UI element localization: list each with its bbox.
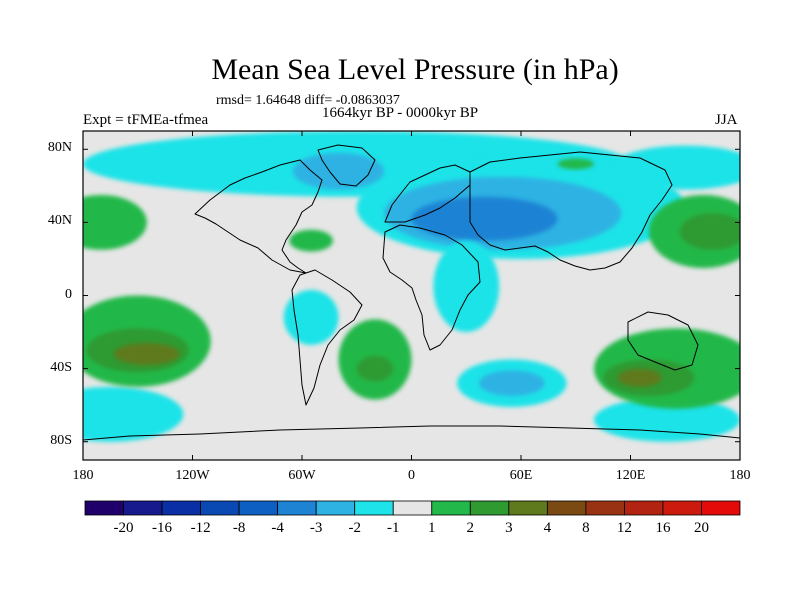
coastlines — [83, 144, 740, 441]
region-greenland-low — [292, 152, 385, 190]
x-tick-marks — [82, 131, 741, 460]
colorbar-label: 4 — [543, 520, 552, 536]
colorbar-label: -2 — [348, 520, 361, 536]
x-tick-label: 60E — [509, 468, 533, 483]
y-tick-label: 80N — [47, 140, 72, 156]
region-south-pacific-cyan-w — [83, 386, 184, 442]
y-tick-label: 40S — [50, 359, 72, 375]
y-tick-marks — [83, 148, 740, 443]
colorbar-label: 1 — [428, 520, 436, 536]
colorbar-label: 12 — [616, 520, 632, 536]
coast-south-america — [291, 269, 363, 406]
coast-greenland — [317, 144, 376, 187]
region-south-atlantic-olive — [356, 355, 394, 382]
colorbar-swatch — [585, 500, 625, 516]
x-tick-label: 180 — [72, 468, 94, 483]
colorbar — [84, 500, 741, 516]
colorbar-label: -1 — [386, 520, 400, 536]
region-north-pacific-olive-e — [679, 213, 740, 250]
colorbar-label: -3 — [309, 520, 323, 536]
coast-asia — [469, 151, 673, 271]
coast-africa — [382, 224, 481, 351]
colorbar-swatch — [161, 500, 201, 516]
map-field — [83, 131, 740, 460]
x-tick-label: 120E — [615, 468, 646, 483]
colorbar-swatch — [315, 500, 356, 516]
region-north-pacific-green-w — [83, 194, 147, 250]
region-south-pacific-brown-w — [114, 343, 180, 365]
y-tick-label: 40N — [47, 213, 72, 229]
colorbar-swatch — [84, 500, 124, 516]
x-tick-label: 0 — [408, 468, 415, 483]
colorbar-label: -20 — [113, 520, 134, 536]
colorbar-swatch — [354, 500, 394, 516]
region-south-america-cyan — [283, 290, 339, 345]
region-south-pacific-brown-e — [617, 368, 662, 387]
y-tick-label: 0 — [65, 286, 72, 302]
coast-north-america — [194, 159, 323, 274]
x-tick-label: 60W — [288, 468, 316, 483]
region-eurasia-low-core — [411, 196, 558, 241]
colorbar-swatch — [200, 500, 240, 516]
x-tick-label: 180 — [729, 468, 751, 483]
colorbar-label: 8 — [582, 520, 590, 536]
coast-antarctica — [83, 425, 740, 441]
colorbar-swatch — [546, 500, 587, 516]
season-label: JJA — [715, 112, 738, 128]
colorbar-swatch — [701, 500, 741, 516]
colorbar-swatch — [277, 500, 317, 516]
colorbar-swatch — [662, 500, 702, 516]
colorbar-label: 2 — [466, 520, 475, 536]
region-arctic-green-east — [557, 158, 594, 170]
period-label: 1664kyr BP - 0000kyr BP — [322, 105, 479, 121]
colorbar-swatch — [392, 500, 433, 516]
y-tick-label: 80S — [50, 432, 72, 448]
colorbar-swatch — [624, 500, 664, 516]
coast-europe — [384, 164, 471, 223]
colorbar-swatch — [469, 500, 510, 516]
experiment-label: Expt = tFMEa-tfmea — [83, 112, 209, 128]
colorbar-swatch — [508, 500, 548, 516]
colorbar-swatch — [238, 500, 279, 516]
colorbar-swatch — [431, 500, 471, 516]
colorbar-label: -12 — [190, 520, 211, 536]
colorbar-label: -4 — [271, 520, 284, 536]
colorbar-label: -8 — [232, 520, 246, 536]
region-antarctic-cyan-e — [594, 397, 740, 442]
region-south-indian-blue — [479, 370, 545, 397]
x-tick-label: 120W — [175, 468, 210, 483]
rmsd-diff-text: rmsd= 1.64648 diff= -0.0863037 — [216, 93, 400, 108]
colorbar-label: -16 — [152, 520, 173, 536]
region-africa-cyan — [433, 240, 500, 333]
region-north-atlantic-green — [289, 229, 334, 252]
colorbar-label: 16 — [655, 520, 671, 536]
colorbar-swatch — [123, 500, 163, 516]
colorbar-label: 20 — [693, 520, 709, 536]
colorbar-label: 3 — [505, 520, 513, 536]
coast-australia — [627, 311, 699, 371]
chart-title: Mean Sea Level Pressure (in hPa) — [211, 53, 619, 86]
